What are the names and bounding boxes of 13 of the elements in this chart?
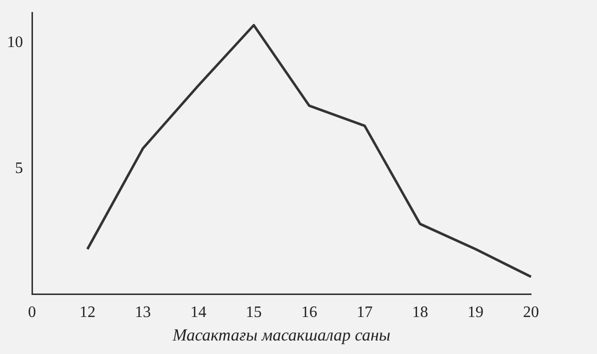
x-tick-label: 0 xyxy=(28,304,36,322)
y-tick-label: 5 xyxy=(15,160,23,177)
y-tick-label: 10 xyxy=(7,34,23,51)
x-tick-label: 14 xyxy=(190,304,206,322)
x-tick-label: 16 xyxy=(301,304,318,322)
x-tick-label: 15 xyxy=(246,304,262,322)
x-axis-title: Масактағы масакшалар саны xyxy=(172,325,390,344)
x-tick-label: 12 xyxy=(79,304,96,322)
x-tick-label: 20 xyxy=(523,304,539,322)
x-tick-label: 13 xyxy=(134,304,151,322)
x-tick-label: 19 xyxy=(468,304,484,322)
x-tick-label: 17 xyxy=(356,304,373,322)
x-tick-label: 18 xyxy=(412,304,428,322)
